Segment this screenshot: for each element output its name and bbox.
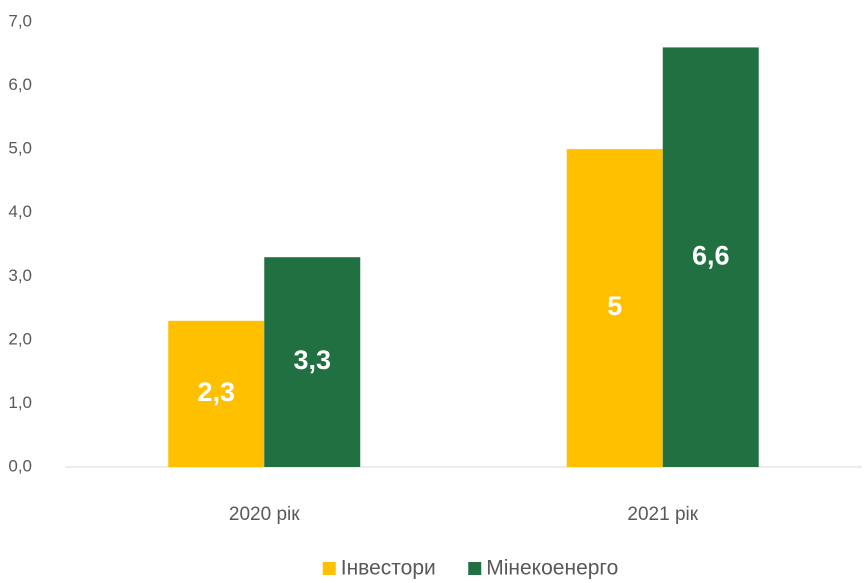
y-tick-label: 4,0 (8, 202, 32, 221)
legend-swatch (322, 562, 336, 575)
bar (566, 149, 663, 467)
bar (168, 320, 265, 467)
bar (662, 47, 759, 468)
x-tick-label: 2020 рік (229, 504, 300, 525)
y-tick-label: 7,0 (8, 11, 32, 30)
x-tick-label: 2021 рік (627, 504, 698, 525)
data-label: 3,3 (293, 345, 331, 375)
bar (264, 257, 361, 467)
legend-label: Інвестори (341, 557, 436, 580)
y-tick-label: 1,0 (8, 393, 32, 412)
y-tick-label: 6,0 (8, 75, 32, 94)
y-tick-label: 5,0 (8, 139, 32, 158)
data-label: 2,3 (197, 377, 235, 407)
data-label: 5 (607, 291, 622, 321)
data-label: 6,6 (692, 240, 730, 270)
legend-label: Мінекоенерго (486, 557, 618, 580)
legend-swatch (468, 562, 482, 575)
y-tick-label: 2,0 (8, 329, 32, 348)
y-tick-label: 0,0 (8, 456, 32, 475)
y-tick-label: 3,0 (8, 266, 32, 285)
